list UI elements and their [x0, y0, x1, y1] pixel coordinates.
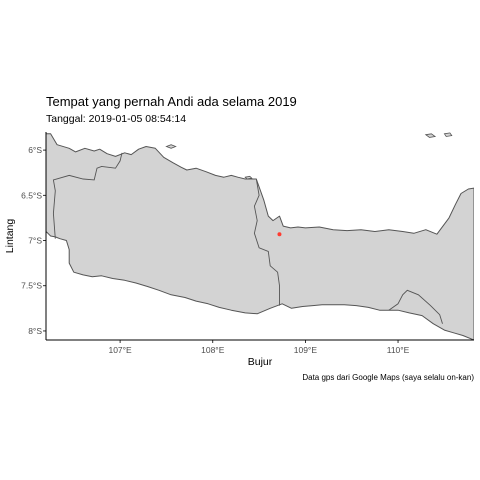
java-landmass — [46, 133, 474, 340]
islet-2 — [443, 132, 453, 137]
land-layer — [46, 132, 474, 340]
plot-subtitle: Tanggal: 2019-01-05 08:54:14 — [46, 113, 187, 125]
x-tick-label-3: 110°E — [387, 345, 410, 355]
province-boundary-2 — [388, 289, 443, 324]
province-boundary-1 — [253, 178, 280, 306]
y-tick-label-4: 8°S — [28, 326, 42, 336]
y-tick-label-1: 6.5°S — [21, 190, 42, 200]
islet-1 — [424, 133, 437, 138]
islet-3 — [244, 175, 253, 180]
y-tick-label-2: 7°S — [28, 236, 42, 246]
islet-0 — [165, 144, 177, 149]
province-boundary-0 — [52, 152, 123, 239]
x-tick-label-2: 109°E — [294, 345, 318, 355]
gps-point-0 — [277, 232, 282, 237]
gps-points-layer — [277, 232, 282, 237]
y-tick-label-3: 7.5°S — [21, 281, 42, 291]
x-axis-ticks: 107°E 108°E 109°E 110°E — [108, 340, 410, 355]
x-axis-title: Bujur — [248, 356, 273, 368]
x-tick-label-0: 107°E — [108, 345, 132, 355]
plot-title: Tempat yang pernah Andi ada selama 2019 — [46, 94, 297, 109]
y-axis-title: Lintang — [4, 219, 16, 254]
y-tick-label-0: 6°S — [28, 145, 42, 155]
x-tick-label-1: 108°E — [201, 345, 225, 355]
y-axis-ticks: 6°S 6.5°S 7°S 7.5°S 8°S — [21, 145, 46, 336]
plot-caption: Data gps dari Google Maps (saya selalu o… — [302, 373, 474, 382]
